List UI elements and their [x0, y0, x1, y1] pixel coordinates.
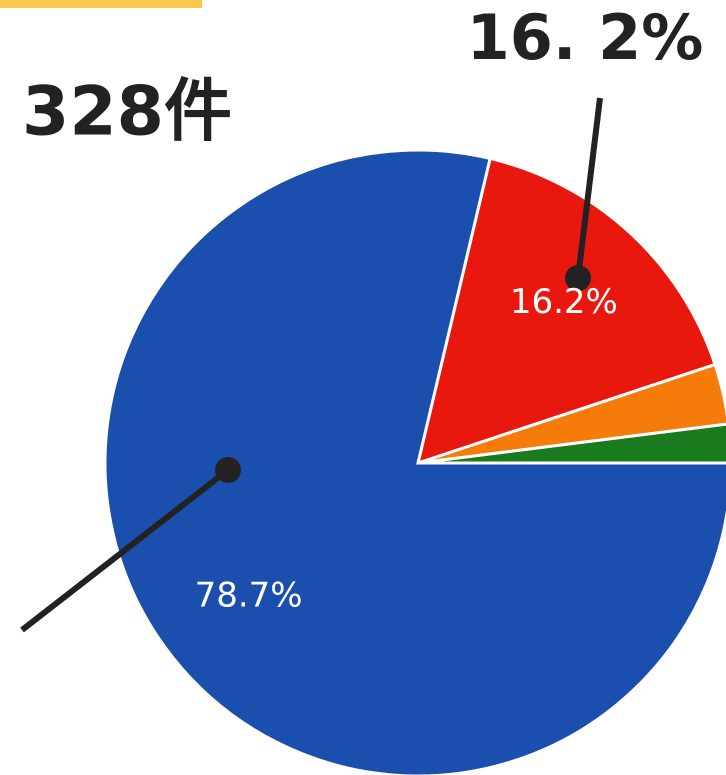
pie-slice [415, 156, 717, 466]
pie-slice [103, 148, 726, 775]
pie [103, 148, 726, 775]
leader-line [20, 467, 230, 633]
leader-dot [215, 457, 241, 483]
header-bar [0, 0, 202, 8]
data-label: 78.7% [195, 575, 303, 615]
leader-dot [565, 265, 591, 291]
total-count: 328件 [22, 73, 232, 152]
annotation: 16. 2% [467, 1, 704, 74]
data-label: 16.2% [510, 282, 618, 322]
leader-line [575, 97, 603, 279]
